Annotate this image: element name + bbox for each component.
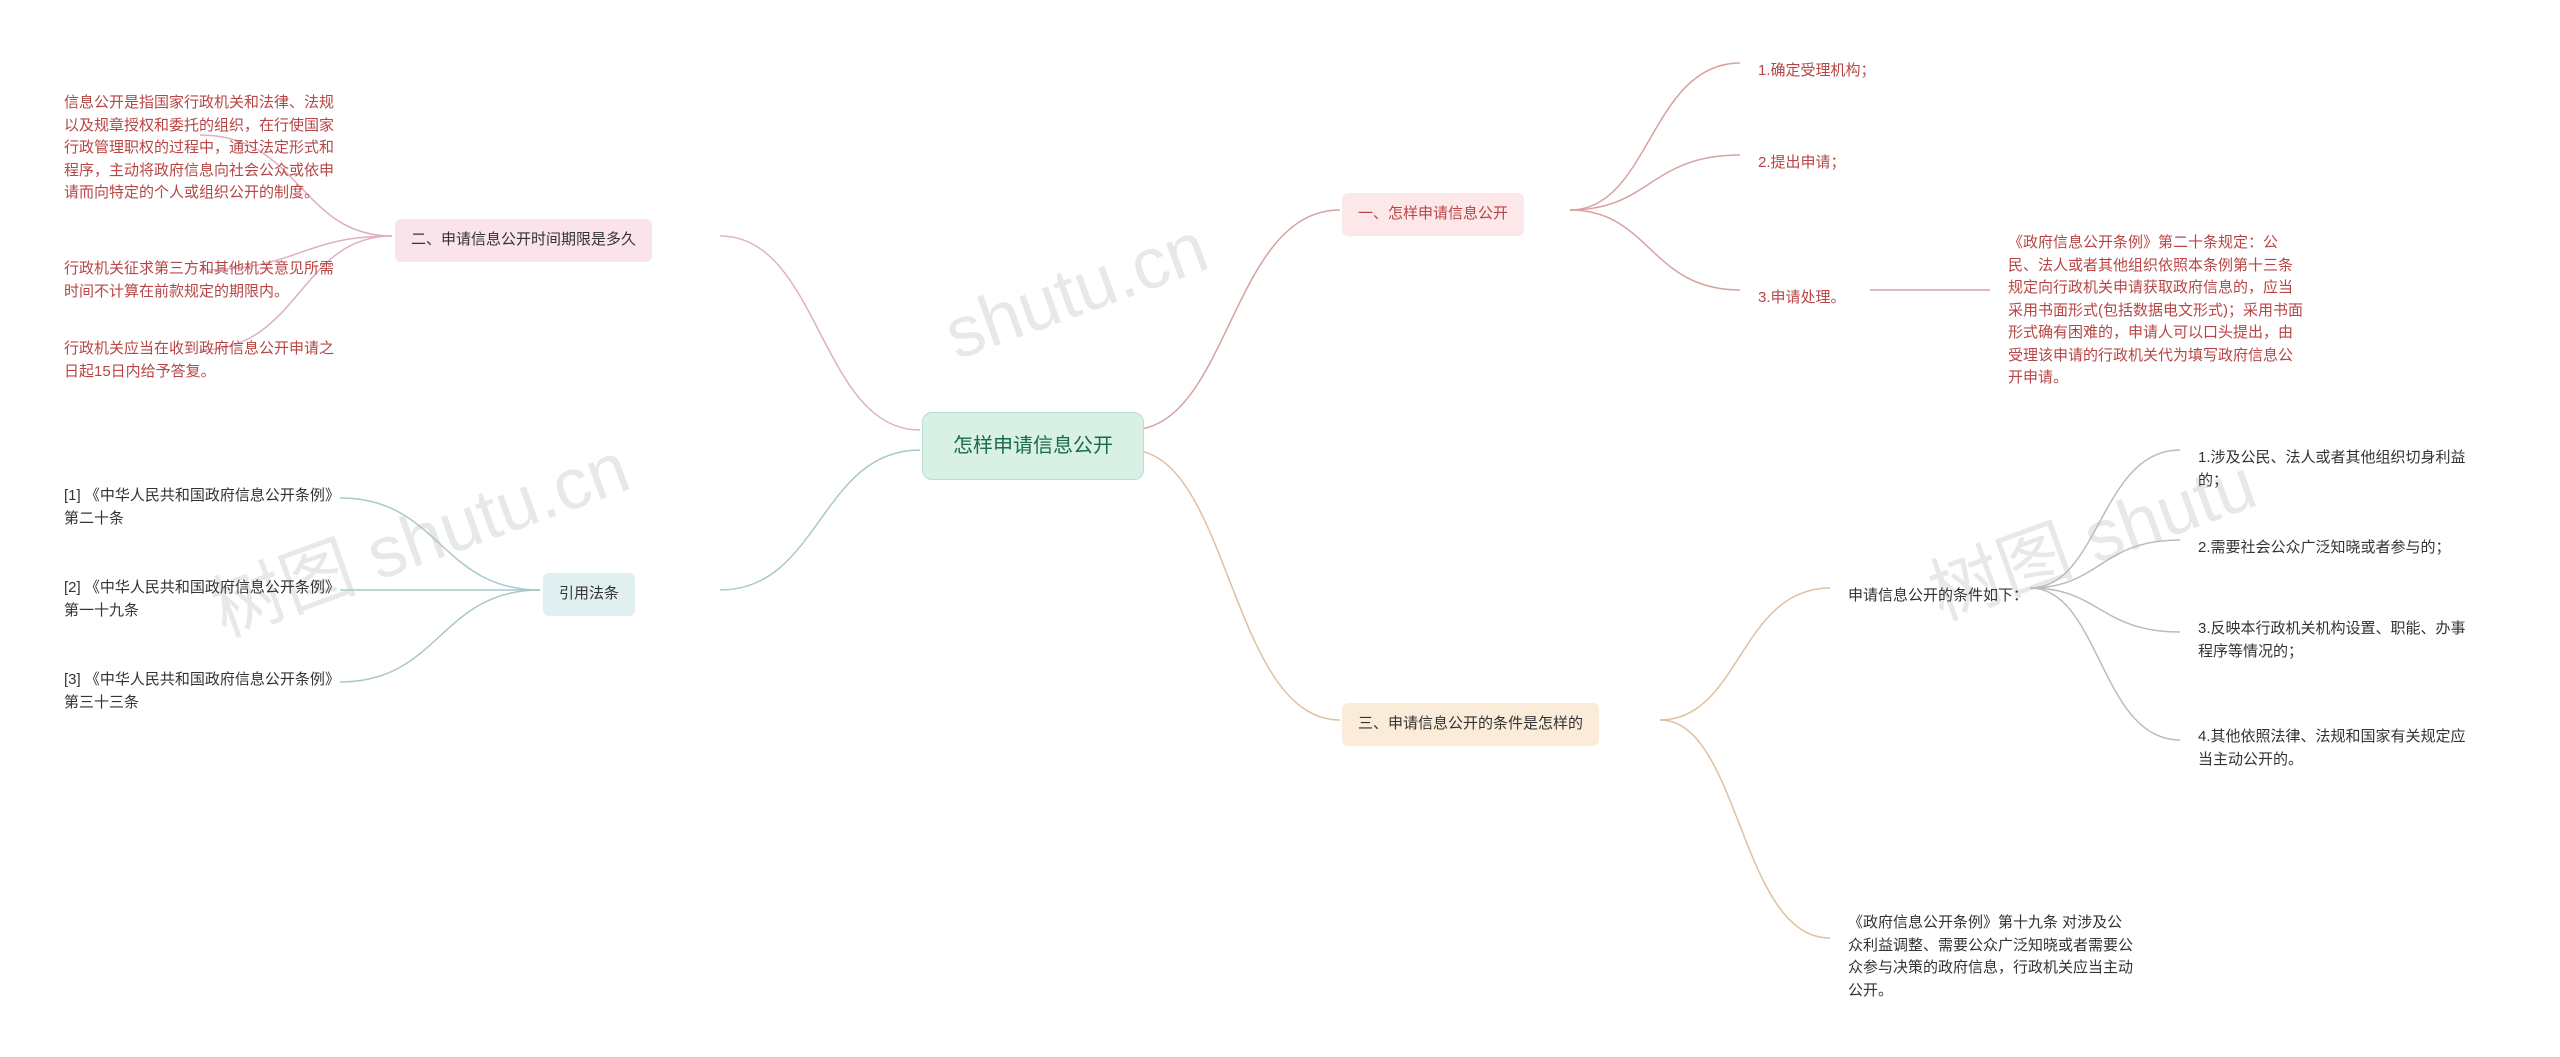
b1-item-3: 3.申请处理。 bbox=[1742, 277, 1862, 320]
branch-1[interactable]: 一、怎样申请信息公开 bbox=[1342, 193, 1524, 236]
b2-item-3: 行政机关应当在收到政府信息公开申请之日起15日内给予答复。 bbox=[48, 328, 358, 393]
b1-item-1: 1.确定受理机构； bbox=[1742, 50, 1892, 93]
b1-item-3-detail: 《政府信息公开条例》第二十条规定：公民、法人或者其他组织依照本条例第十三条规定向… bbox=[1992, 222, 2322, 400]
watermark: shutu.cn bbox=[934, 206, 1218, 376]
b1-item-2: 2.提出申请； bbox=[1742, 142, 1862, 185]
b4-item-1: [1] 《中华人民共和国政府信息公开条例》 第二十条 bbox=[48, 475, 358, 540]
b2-item-2: 行政机关征求第三方和其他机关意见所需时间不计算在前款规定的期限内。 bbox=[48, 248, 358, 313]
b2-item-1: 信息公开是指国家行政机关和法律、法规以及规章授权和委托的组织，在行使国家行政管理… bbox=[48, 82, 358, 215]
b3-c4: 4.其他依照法律、法规和国家有关规定应当主动公开的。 bbox=[2182, 716, 2482, 781]
b4-item-3: [3] 《中华人民共和国政府信息公开条例》 第三十三条 bbox=[48, 659, 358, 724]
b3-c3: 3.反映本行政机关机构设置、职能、办事程序等情况的； bbox=[2182, 608, 2482, 673]
connector-layer bbox=[0, 0, 2560, 1057]
branch-2[interactable]: 二、申请信息公开时间期限是多久 bbox=[395, 219, 652, 262]
b4-item-2: [2] 《中华人民共和国政府信息公开条例》 第一十九条 bbox=[48, 567, 358, 632]
b3-c1: 1.涉及公民、法人或者其他组织切身利益的； bbox=[2182, 437, 2482, 502]
b3-c2: 2.需要社会公众广泛知晓或者参与的； bbox=[2182, 527, 2482, 570]
branch-4[interactable]: 引用法条 bbox=[543, 573, 635, 616]
root-node[interactable]: 怎样申请信息公开 bbox=[922, 412, 1144, 480]
b3-note: 《政府信息公开条例》第十九条 对涉及公众利益调整、需要公众广泛知晓或者需要公众参… bbox=[1832, 902, 2152, 1012]
b3-cond-label: 申请信息公开的条件如下： bbox=[1832, 575, 2044, 618]
branch-3[interactable]: 三、申请信息公开的条件是怎样的 bbox=[1342, 703, 1599, 746]
